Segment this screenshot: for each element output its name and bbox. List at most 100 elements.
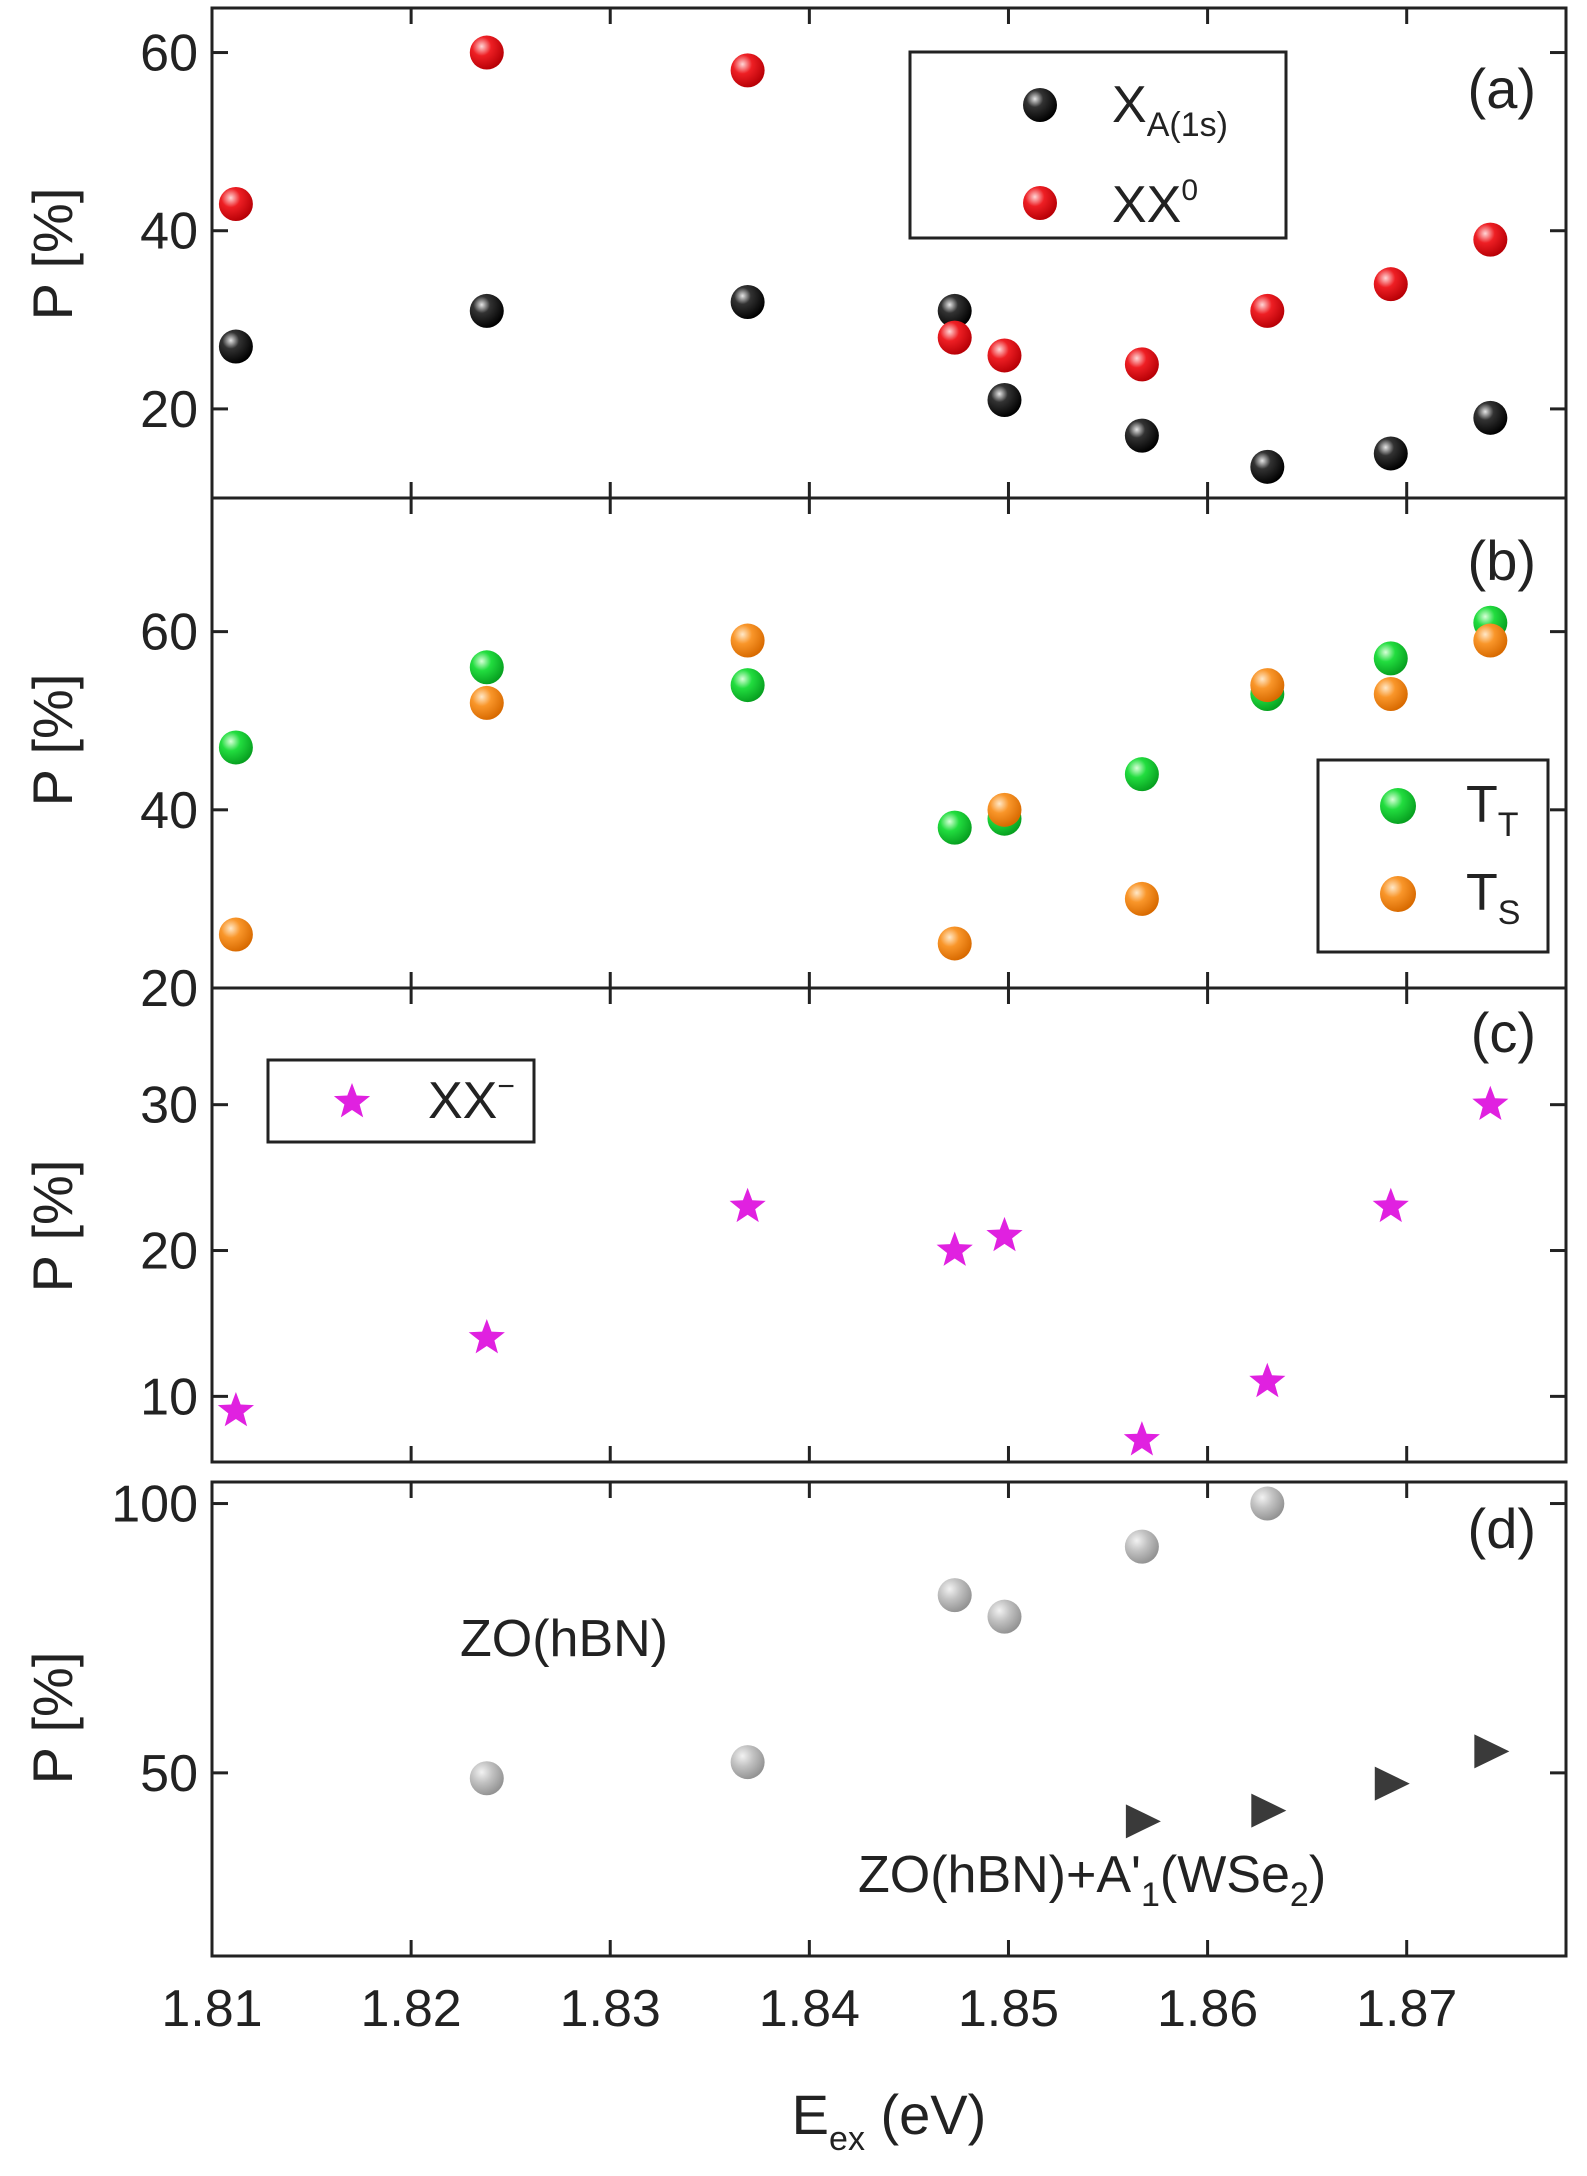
- point-d-s1-0: [1125, 1804, 1161, 1839]
- point-b-s1-4: [987, 792, 1022, 827]
- y-tick-label-d-1: 100: [111, 1476, 198, 1534]
- panel-a-frame: [210, 6, 1568, 500]
- point-c-s0-8: [1472, 1085, 1509, 1120]
- point-a-s0-7: [1373, 436, 1408, 471]
- y-axis-label-d: P [%]: [21, 1652, 84, 1785]
- point-a-s0-6: [1250, 449, 1285, 484]
- point-c-s0-1: [468, 1319, 505, 1354]
- point-a-s1-5: [1124, 347, 1159, 382]
- y-tick-label-c-0: 10: [140, 1368, 198, 1426]
- panel-label-d: (d): [1468, 1497, 1536, 1560]
- annotation-zo-hbn-a1-wse2: ZO(hBN)+A'1(WSe2): [858, 1846, 1326, 1914]
- panel-label-a: (a): [1468, 57, 1536, 120]
- panel-label-c: (c): [1471, 1001, 1536, 1064]
- annotation-zoa-mid: (WSe: [1160, 1846, 1290, 1904]
- point-d-s0-3: [987, 1599, 1022, 1634]
- x-tick-label-4: 1.85: [958, 1980, 1059, 2038]
- point-b-s0-1: [469, 650, 504, 685]
- point-b-s0-0: [218, 730, 253, 765]
- legend-a-marker-xa1s: [1023, 88, 1057, 122]
- panel-label-b: (b): [1468, 529, 1536, 592]
- point-a-s1-1: [469, 35, 504, 70]
- x-tick-label-1: 1.82: [361, 1980, 462, 2038]
- point-d-s1-1: [1251, 1793, 1287, 1828]
- legend-b-label-tt-main: T: [1466, 776, 1498, 834]
- y-axis-label-a: P [%]: [21, 188, 84, 321]
- x-axis-label-unit: (eV): [865, 2083, 986, 2146]
- y-tick-label-b-2: 60: [140, 604, 198, 662]
- point-c-s0-5: [1123, 1421, 1160, 1456]
- point-a-s0-3: [937, 293, 972, 328]
- y-tick-label-b-1: 40: [140, 782, 198, 840]
- y-tick-label-b-0: 20: [140, 960, 198, 1018]
- legend-b-marker-ts: [1380, 876, 1416, 912]
- point-c-s0-2: [729, 1187, 766, 1223]
- x-axis-label-main: E: [792, 2083, 829, 2146]
- point-a-s1-6: [1250, 293, 1285, 328]
- legend-b-label-tt: TT: [1466, 776, 1519, 844]
- y-tick-label-c-1: 20: [140, 1223, 198, 1281]
- point-c-s0-6: [1249, 1362, 1286, 1398]
- legend-b-label-ts-main: T: [1466, 864, 1498, 922]
- x-tick-label-6: 1.87: [1356, 1980, 1457, 2038]
- y-axis-label-b: P [%]: [21, 674, 84, 807]
- x-tick-label-0: 1.81: [161, 1980, 262, 2038]
- point-d-s1-2: [1374, 1766, 1410, 1801]
- legend-b-label-tt-sub: T: [1498, 806, 1519, 844]
- point-a-s0-1: [469, 293, 504, 328]
- point-a-s0-0: [218, 329, 253, 364]
- legend-b: [1316, 758, 1550, 954]
- x-tick-label-3: 1.84: [759, 1980, 860, 2038]
- y-axis-label-c: P [%]: [21, 1160, 84, 1293]
- point-c-s0-3: [936, 1231, 973, 1266]
- point-a-s1-8: [1473, 222, 1508, 257]
- point-a-s0-4: [987, 383, 1022, 417]
- legend-a-label-xx0-main: XX: [1112, 176, 1181, 234]
- point-a-s1-0: [218, 187, 253, 221]
- point-b-s0-7: [1373, 641, 1408, 676]
- point-b-s1-8: [1473, 623, 1508, 658]
- point-d-s0-1: [730, 1745, 765, 1780]
- point-c-s0-7: [1372, 1187, 1409, 1223]
- point-b-s1-1: [469, 685, 504, 720]
- point-c-s0-4: [986, 1216, 1023, 1252]
- point-b-s0-2: [730, 668, 765, 703]
- annotation-zo-hbn: ZO(hBN): [460, 1610, 668, 1668]
- point-b-s1-3: [937, 926, 972, 961]
- x-axis-label-sub: ex: [829, 2120, 865, 2158]
- point-d-s0-2: [937, 1578, 972, 1613]
- annotation-zoa-end: ): [1309, 1846, 1326, 1904]
- point-b-s0-3: [937, 810, 972, 845]
- point-b-s1-5: [1124, 881, 1159, 916]
- y-tick-label-c-2: 30: [140, 1077, 198, 1135]
- legend-c-marker-xxm: [333, 1083, 371, 1118]
- legend-a-label-xa1s: XA(1s): [1112, 76, 1228, 144]
- point-b-s1-0: [218, 917, 253, 952]
- legend-a-label-xx0: XX0: [1112, 174, 1198, 234]
- y-tick-label-d-0: 50: [140, 1745, 198, 1803]
- legend-a-label-xa1s-sub: A(1s): [1147, 106, 1228, 144]
- point-b-s1-6: [1250, 668, 1285, 703]
- x-axis-label: Eex (eV): [792, 2083, 987, 2158]
- point-d-s0-0: [469, 1761, 504, 1796]
- point-b-s1-7: [1373, 677, 1408, 711]
- y-tick-label-a-2: 60: [140, 25, 198, 83]
- legend-b-marker-tt: [1380, 788, 1416, 824]
- panel-c-frame: [210, 986, 1568, 1464]
- point-c-s0-0: [217, 1392, 254, 1427]
- annotation-zoa-main: ZO(hBN)+A': [858, 1846, 1141, 1904]
- point-a-s1-4: [987, 338, 1022, 373]
- legend-c-label-xxm-sup: −: [497, 1070, 515, 1103]
- point-d-s0-4: [1124, 1529, 1159, 1564]
- y-tick-label-a-1: 40: [140, 203, 198, 261]
- point-b-s0-5: [1124, 757, 1159, 792]
- point-a-s1-3: [937, 320, 972, 355]
- annotation-zoa-sub2: 2: [1290, 1876, 1309, 1914]
- legend-b-label-ts-sub: S: [1498, 894, 1521, 932]
- panel-d-frame: [210, 1480, 1568, 1958]
- annotation-zoa-sub1: 1: [1141, 1876, 1160, 1914]
- legend-a-label-xa1s-main: X: [1112, 76, 1147, 134]
- point-a-s0-2: [730, 285, 765, 319]
- legend-a: [908, 50, 1288, 240]
